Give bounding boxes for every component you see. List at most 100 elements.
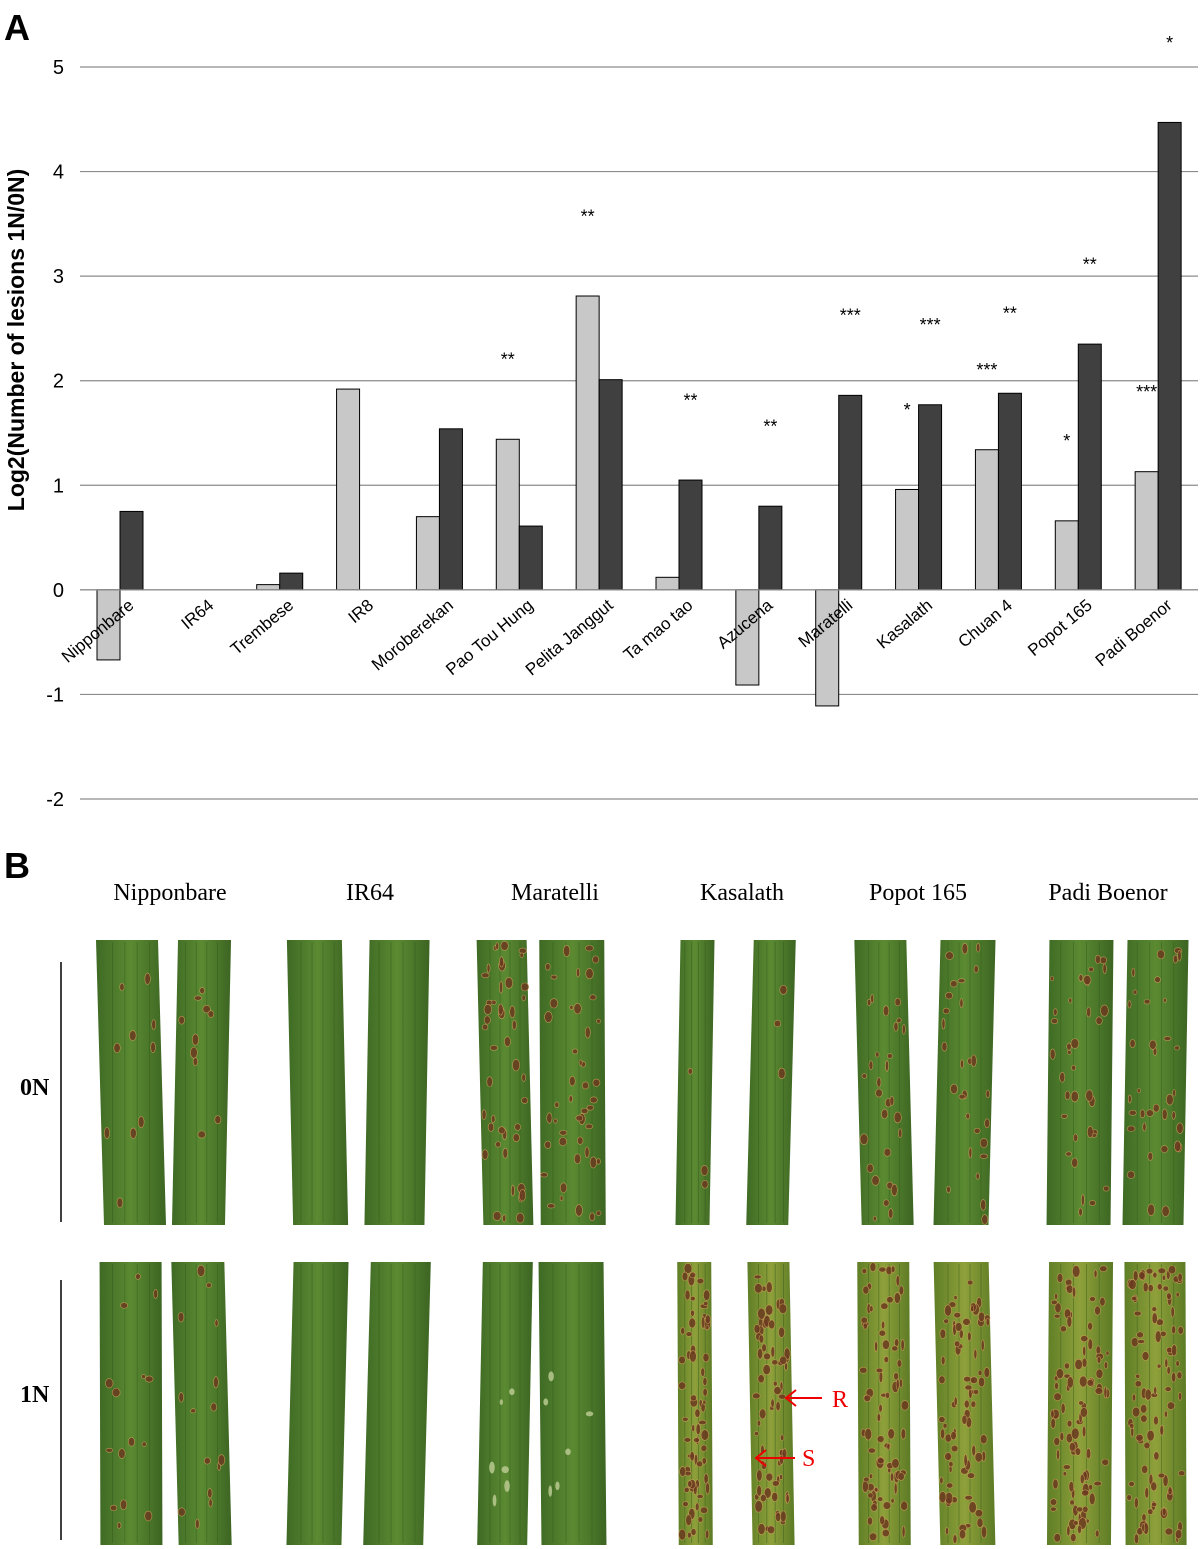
lesion bbox=[1096, 1356, 1102, 1364]
lesion bbox=[699, 1506, 709, 1514]
lesion bbox=[1150, 1481, 1158, 1492]
lesion bbox=[938, 1491, 947, 1504]
lesion bbox=[1085, 1089, 1094, 1102]
lesion bbox=[1082, 1345, 1087, 1357]
lesion bbox=[705, 1482, 710, 1495]
lesion bbox=[966, 1472, 976, 1479]
lesion bbox=[585, 1123, 593, 1130]
lesion bbox=[874, 1340, 878, 1352]
lesion bbox=[1149, 1039, 1157, 1050]
lesion bbox=[1131, 1406, 1141, 1418]
lesion bbox=[770, 1346, 776, 1358]
lesion bbox=[862, 1285, 870, 1295]
lesion bbox=[1135, 1433, 1144, 1442]
x-tick-label: Popot 165 bbox=[1024, 596, 1096, 660]
lesion bbox=[509, 1388, 515, 1396]
leaf bbox=[99, 1262, 163, 1545]
bar bbox=[495, 438, 520, 591]
lesion bbox=[1080, 1407, 1088, 1418]
lesion bbox=[961, 943, 969, 955]
lesion bbox=[889, 1096, 895, 1106]
lesion bbox=[1066, 1525, 1071, 1537]
lesion bbox=[1153, 1386, 1158, 1395]
lesion bbox=[973, 965, 979, 974]
lesion bbox=[963, 1375, 972, 1383]
lesion bbox=[970, 1305, 975, 1313]
column-label: Nipponbare bbox=[113, 880, 226, 906]
y-axis-label: Log2(Number of lesions 1N/0N) bbox=[3, 169, 29, 511]
lesion bbox=[586, 1104, 594, 1111]
lesion bbox=[151, 1019, 157, 1030]
lesion bbox=[501, 1466, 509, 1474]
lesion bbox=[177, 1507, 186, 1517]
lesion bbox=[1128, 1481, 1135, 1487]
lesion bbox=[971, 1444, 976, 1457]
lesion bbox=[1172, 1089, 1176, 1097]
lesion bbox=[946, 1482, 954, 1489]
lesion bbox=[1137, 1339, 1146, 1344]
bar bbox=[1054, 520, 1079, 591]
lesion bbox=[871, 1175, 880, 1186]
lesion bbox=[217, 1454, 226, 1466]
lesion bbox=[483, 1004, 492, 1015]
lesion bbox=[1066, 1376, 1074, 1389]
lesion bbox=[1070, 1090, 1079, 1103]
lesion bbox=[1056, 1448, 1060, 1461]
arrow-label: S bbox=[802, 1446, 815, 1472]
lesion bbox=[592, 955, 600, 964]
lesion bbox=[682, 1501, 689, 1507]
lesion bbox=[520, 982, 530, 992]
lesion bbox=[862, 1322, 868, 1330]
lesion bbox=[771, 1491, 779, 1502]
bar bbox=[279, 572, 304, 591]
lesion bbox=[1072, 1265, 1081, 1278]
lesion bbox=[1162, 1507, 1167, 1517]
lesion bbox=[546, 1203, 556, 1209]
lesion bbox=[1060, 1402, 1066, 1414]
lesion bbox=[1068, 1442, 1076, 1452]
lesion bbox=[1052, 1478, 1059, 1490]
lesion bbox=[559, 1130, 568, 1136]
significance-mark: *** bbox=[976, 360, 997, 380]
lesion bbox=[1141, 1351, 1150, 1361]
lesion bbox=[768, 1319, 776, 1330]
lesion bbox=[1088, 1492, 1096, 1506]
lesion bbox=[1050, 1299, 1058, 1305]
lesion bbox=[1156, 1363, 1162, 1369]
lesion bbox=[959, 998, 964, 1008]
lesion bbox=[1165, 1093, 1174, 1106]
lesion bbox=[696, 1494, 704, 1499]
lesion bbox=[779, 984, 788, 995]
lesion bbox=[1135, 1373, 1141, 1379]
lesion bbox=[1066, 1419, 1073, 1428]
lesion bbox=[1059, 1071, 1066, 1083]
lesion bbox=[1145, 1267, 1154, 1275]
column-label: Popot 165 bbox=[869, 880, 967, 906]
bar bbox=[1077, 343, 1102, 591]
lesion bbox=[521, 1097, 529, 1104]
arrows: R S bbox=[754, 1387, 848, 1472]
lesion bbox=[1102, 963, 1107, 974]
lesion bbox=[120, 1499, 128, 1510]
lesion bbox=[942, 1007, 950, 1015]
lesion bbox=[1053, 1375, 1059, 1382]
bar bbox=[1157, 121, 1182, 591]
lesion bbox=[1055, 1368, 1064, 1380]
lesion bbox=[859, 1133, 869, 1145]
lesion bbox=[683, 1437, 692, 1443]
lesion bbox=[210, 1402, 218, 1412]
lesion bbox=[1159, 1424, 1164, 1436]
x-tick-label: Pelita Janggut bbox=[522, 595, 617, 679]
lesion bbox=[678, 1381, 687, 1390]
lesion bbox=[702, 1388, 708, 1397]
lesion bbox=[1171, 1344, 1178, 1357]
lesion bbox=[1081, 1425, 1087, 1438]
lesion bbox=[1088, 1200, 1097, 1206]
lesion bbox=[870, 994, 875, 1004]
leaf bbox=[1122, 940, 1189, 1225]
lesion bbox=[705, 1324, 710, 1331]
lesion bbox=[105, 1378, 114, 1389]
lesion bbox=[1167, 1486, 1173, 1496]
lesion bbox=[1095, 1368, 1104, 1379]
lesion bbox=[495, 942, 500, 951]
